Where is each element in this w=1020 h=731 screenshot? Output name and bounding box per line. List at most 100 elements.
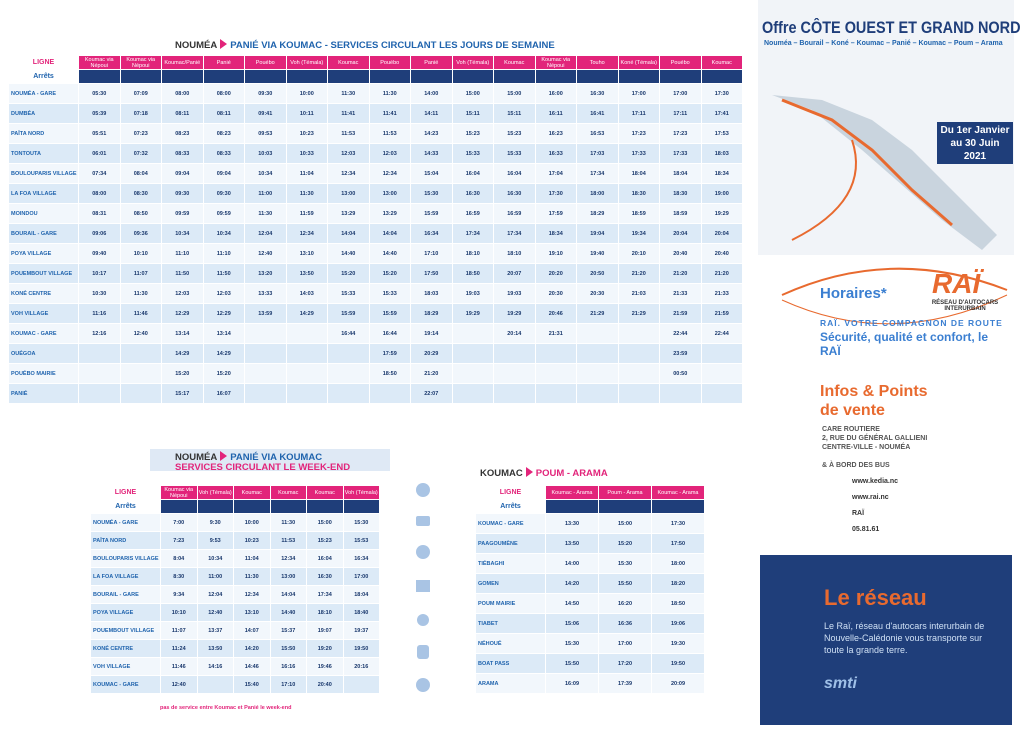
stop-name: BOULOUPARIS VILLAGE bbox=[90, 549, 161, 568]
time: 09:40 bbox=[78, 243, 121, 264]
stop-name: VOH VILLAGE bbox=[8, 303, 79, 324]
time: 15:33 bbox=[327, 283, 370, 304]
time: 15:20 bbox=[161, 363, 204, 384]
time: 19:50 bbox=[342, 639, 380, 658]
stop-head: Arrêts bbox=[90, 499, 161, 514]
time: 11:30 bbox=[285, 183, 328, 204]
empty-cell bbox=[617, 343, 660, 364]
time: 16:59 bbox=[451, 203, 494, 224]
header-cell bbox=[410, 69, 453, 84]
time: 14:40 bbox=[368, 243, 411, 264]
time: 11:04 bbox=[233, 549, 271, 568]
stop-row: BOURAIL - GARE 09:06 09:36 10:34 10:34 12:04 1… bbox=[8, 223, 743, 244]
header-cell bbox=[368, 69, 411, 84]
stop-name: KOUMAC - GARE bbox=[8, 323, 79, 344]
line-name: Koumac bbox=[493, 55, 536, 70]
time: 19:50 bbox=[651, 653, 705, 674]
stop-row: KONÉ CENTRE 11:24 13:50 14:20 15:50 19:20 19:5… bbox=[90, 639, 380, 658]
time: 11:46 bbox=[160, 657, 198, 676]
time: 19:03 bbox=[493, 283, 536, 304]
time: 05:39 bbox=[78, 103, 121, 124]
header-cell bbox=[306, 499, 344, 514]
time: 16:41 bbox=[576, 103, 619, 124]
time: 12:29 bbox=[161, 303, 204, 324]
time: 15:30 bbox=[598, 553, 652, 574]
ligne-label: LIGNE bbox=[475, 485, 546, 500]
time: 16:36 bbox=[598, 613, 652, 634]
time: 14:40 bbox=[327, 243, 370, 264]
time: 12:34 bbox=[269, 549, 307, 568]
header-row: Arrêts bbox=[475, 499, 705, 514]
time: 17:34 bbox=[576, 163, 619, 184]
stop-row: BOURAIL - GARE 9:34 12:04 12:34 14:04 17:34 18… bbox=[90, 585, 380, 604]
header-cell bbox=[119, 69, 162, 84]
cover-panel: Offre CÔTE OUEST ET GRAND NORD : Nouméa … bbox=[752, 0, 1020, 731]
time: 13:33 bbox=[244, 283, 287, 304]
time: 12:03 bbox=[327, 143, 370, 164]
line-name: Koné (Témala) bbox=[617, 55, 660, 70]
time: 20:04 bbox=[700, 223, 743, 244]
network: Le réseau bbox=[824, 585, 927, 610]
time: 15:50 bbox=[545, 653, 599, 674]
time: 18:03 bbox=[410, 283, 453, 304]
empty-cell bbox=[327, 383, 370, 404]
time: 10:10 bbox=[160, 603, 198, 622]
empty-cell bbox=[534, 383, 577, 404]
time: 15:20 bbox=[202, 363, 245, 384]
phone: 05.81.61 bbox=[852, 526, 880, 533]
time: 19:06 bbox=[651, 613, 705, 634]
header-row: Arrêts bbox=[8, 69, 743, 84]
time: 16:07 bbox=[202, 383, 245, 404]
time: 9:30 bbox=[196, 513, 234, 532]
time: 11:30 bbox=[269, 513, 307, 532]
line-name: Poum - Arama bbox=[598, 485, 652, 500]
time: 17:20 bbox=[598, 653, 652, 674]
stop-name: KOUMAC - GARE bbox=[90, 675, 161, 694]
line-name: Voh (Témala) bbox=[285, 55, 328, 70]
time: 17:30 bbox=[534, 183, 577, 204]
time: 22:44 bbox=[700, 323, 743, 344]
stop-name: NOUMÉA - GARE bbox=[90, 513, 161, 532]
time: 12:34 bbox=[327, 163, 370, 184]
time: 14:04 bbox=[368, 223, 411, 244]
stop-name: TIABET bbox=[475, 613, 546, 634]
line-name: Koumac via Népoui bbox=[534, 55, 577, 70]
time: 10:03 bbox=[244, 143, 287, 164]
time: 11:59 bbox=[285, 203, 328, 224]
time: 20:30 bbox=[534, 283, 577, 304]
header-cell bbox=[651, 499, 705, 514]
time: 00:50 bbox=[659, 363, 702, 384]
time: 10:30 bbox=[78, 283, 121, 304]
empty-cell bbox=[285, 343, 328, 364]
time: 16:30 bbox=[576, 83, 619, 104]
stop-name: TIÉBAGHI bbox=[475, 553, 546, 574]
time: 10:33 bbox=[285, 143, 328, 164]
empty-cell bbox=[493, 383, 536, 404]
time: 21:29 bbox=[617, 303, 660, 324]
header-row: LIGNE Koumac via Népoui Voh (Témala) Koumac… bbox=[90, 485, 380, 500]
time: 11:10 bbox=[202, 243, 245, 264]
title-from: NOUMÉA bbox=[175, 40, 218, 51]
time: 13:00 bbox=[368, 183, 411, 204]
time: 14:29 bbox=[202, 343, 245, 364]
time: 20:40 bbox=[659, 243, 702, 264]
time: 16:33 bbox=[534, 143, 577, 164]
time: 14:46 bbox=[233, 657, 271, 676]
weekend-banner bbox=[150, 449, 390, 471]
time: 12:40 bbox=[119, 323, 162, 344]
time: 20:40 bbox=[700, 243, 743, 264]
time: 12:34 bbox=[285, 223, 328, 244]
header-row: LIGNE Koumac - Arama Poum - Arama Koumac - … bbox=[475, 485, 705, 500]
time: 14:03 bbox=[285, 283, 328, 304]
time: 16:04 bbox=[451, 163, 494, 184]
time: 15:50 bbox=[269, 639, 307, 658]
time: 10:34 bbox=[196, 549, 234, 568]
weekend-note: pas de service entre Koumac et Panié le … bbox=[160, 705, 292, 711]
time: 06:01 bbox=[78, 143, 121, 164]
time: 15:50 bbox=[598, 573, 652, 594]
stop-name: VOH VILLAGE bbox=[90, 657, 161, 676]
time: 12:34 bbox=[233, 585, 271, 604]
stop-name: POUM MAIRIE bbox=[475, 593, 546, 614]
stop-row: ARAMA 16:09 17:39 20:09 bbox=[475, 673, 705, 694]
